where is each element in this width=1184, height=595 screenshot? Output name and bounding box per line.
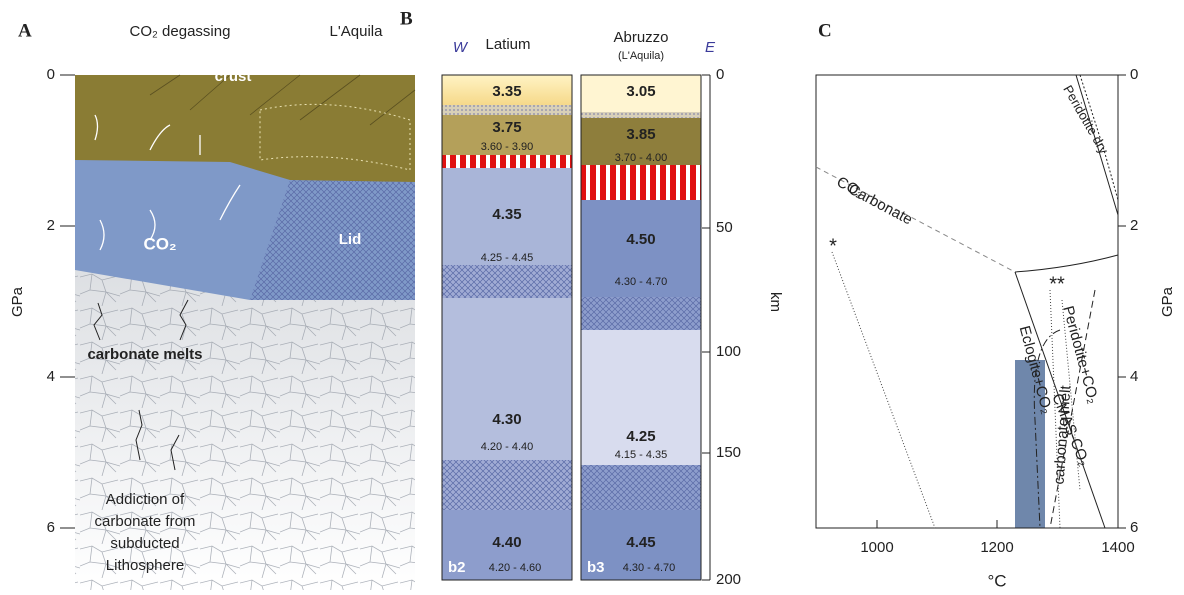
layer-value: 4.35 (492, 206, 521, 223)
axis-label: GPa (9, 286, 26, 317)
tick-label: 4 (1130, 368, 1138, 385)
tick-label: 0 (47, 66, 55, 83)
layer (442, 460, 572, 510)
layer-value: 4.40 (492, 534, 521, 551)
label: CO₂ (143, 234, 176, 253)
layer-value: 4.25 (626, 428, 655, 445)
layer-range: 4.20 - 4.40 (481, 441, 534, 453)
label: carbonate melts (87, 346, 202, 363)
label: Lithosphere (106, 557, 184, 574)
column-subtitle: (L'Aquila) (618, 50, 664, 62)
columns: 3.35 3.75 3.60 - 3.90 4.35 4.25 - 4.45 4.30 4.… (442, 66, 741, 588)
layer-value: 3.35 (492, 83, 521, 100)
layer-value: 4.45 (626, 534, 655, 551)
panel-letter: C (818, 20, 832, 41)
marker: * (829, 235, 837, 257)
curve-label: Peridotite dry (1060, 83, 1112, 157)
panel-letter: A (18, 20, 32, 41)
curve (1015, 255, 1118, 272)
panel-letter: B (400, 8, 413, 29)
tick-label: 1400 (1101, 539, 1134, 556)
label: CO₂ degassing (130, 23, 231, 40)
tick-label: 200 (716, 571, 741, 588)
label: subducted (110, 535, 179, 552)
frame (816, 75, 1118, 528)
column-title: Abruzzo (613, 29, 668, 46)
layer (581, 112, 701, 118)
column-code: b2 (448, 559, 466, 576)
layer (442, 265, 572, 298)
layer-range: 4.15 - 4.35 (615, 449, 668, 461)
tick-label: 4 (47, 368, 55, 385)
layer-value: 4.30 (492, 411, 521, 428)
axis-label: km (767, 292, 784, 312)
marker: ** (1049, 273, 1065, 295)
panel-c: C Peridotite dry CO₂ Carbonate * ** Eclo… (816, 20, 1176, 590)
layer-range: 4.20 - 4.60 (489, 562, 542, 574)
axis-label: °C (987, 571, 1006, 590)
tick-label: 6 (1130, 519, 1138, 536)
layer (442, 105, 572, 115)
tick-label: 0 (716, 66, 724, 83)
layer-range: 4.30 - 4.70 (615, 276, 668, 288)
layer (581, 165, 701, 200)
label: Addiction of (106, 491, 185, 508)
layer (442, 155, 572, 168)
tick-label: 100 (716, 343, 741, 360)
tick-label: 0 (1130, 66, 1138, 83)
label: L'Aquila (330, 23, 384, 40)
layer-range: 4.25 - 4.45 (481, 252, 534, 264)
layer (581, 297, 701, 330)
layer-range: 4.30 - 4.70 (623, 562, 676, 574)
curve-label: Carbonate (845, 181, 915, 229)
tick-label: 1200 (980, 539, 1013, 556)
layer-value: 3.75 (492, 119, 521, 136)
label: carbonate from (95, 513, 196, 530)
label: crust (215, 68, 252, 85)
tick-label: 2 (47, 217, 55, 234)
layer-value: 4.50 (626, 231, 655, 248)
tick-label: 50 (716, 219, 733, 236)
tick-label: 6 (47, 519, 55, 536)
label: Lid (339, 231, 362, 248)
panel-a: A CO₂ degassing L'Aquila crust CO₂ Lid c… (9, 20, 415, 590)
layer-range: 3.70 - 4.00 (615, 152, 668, 164)
direction: E (705, 39, 716, 56)
layer-range: 3.60 - 3.90 (481, 141, 534, 153)
tick-label: 150 (716, 444, 741, 461)
column-title: Latium (485, 36, 530, 53)
layer-value: 3.85 (626, 126, 655, 143)
layer-value: 3.05 (626, 83, 655, 100)
axis-label: GPa (1159, 286, 1176, 317)
panel-b: B W E Latium Abruzzo (L'Aquila) km 3.353… (400, 8, 784, 588)
tick-label: 1000 (860, 539, 893, 556)
column-code: b3 (587, 559, 605, 576)
layer (581, 465, 701, 510)
tick-label: 2 (1130, 217, 1138, 234)
figure: A CO₂ degassing L'Aquila crust CO₂ Lid c… (0, 0, 1184, 595)
direction: W (453, 39, 469, 56)
curve (832, 252, 935, 528)
layer (442, 298, 572, 460)
